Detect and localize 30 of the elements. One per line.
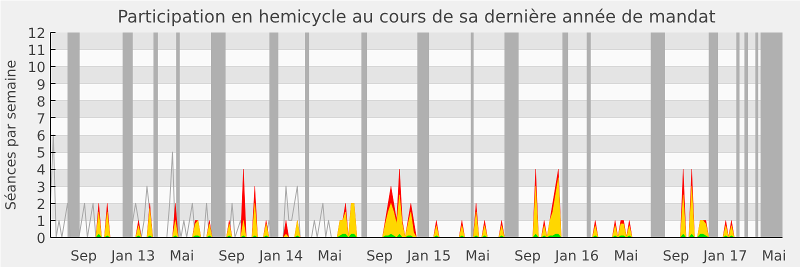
- x-tick-label: Mai: [170, 248, 194, 264]
- y-tick-label: 4: [36, 162, 46, 179]
- y-tick-label: 0: [36, 231, 46, 247]
- x-tick-label: Jan 16: [554, 248, 600, 264]
- y-tick-label: 7: [36, 111, 46, 128]
- y-tick-label: 12: [28, 26, 46, 42]
- y-tick-label: 10: [28, 60, 46, 76]
- x-tick-label: Sep: [514, 248, 541, 264]
- x-tick-label: Sep: [218, 248, 245, 264]
- y-tick-label: 9: [36, 77, 46, 94]
- x-tick-label: Mai: [762, 248, 786, 264]
- x-tick-label: Mai: [614, 248, 638, 264]
- y-tick-label: 11: [28, 43, 46, 60]
- y-tick-label: 6: [36, 128, 46, 144]
- x-tick-label: Mai: [317, 248, 342, 264]
- x-tick-label: Mai: [465, 248, 490, 264]
- x-tick-label: Sep: [70, 248, 98, 264]
- x-tick-label: Jan 13: [110, 248, 156, 264]
- chart-title: Participation en hemicycle au cours de sa dernière année de mandat: [118, 8, 716, 28]
- x-tick-label: Sep: [366, 248, 393, 264]
- x-tick-label: Jan 15: [406, 248, 451, 264]
- y-tick-label: 1: [36, 214, 46, 230]
- y-axis-title: Séances par semaine: [4, 60, 20, 210]
- x-tick-label: Sep: [662, 248, 690, 264]
- y-tick-label: 5: [36, 146, 46, 162]
- y-tick-label: 3: [36, 180, 46, 196]
- y-tick-label: 2: [36, 196, 46, 213]
- x-tick-label: Jan 14: [258, 248, 304, 264]
- y-tick-label: 8: [36, 94, 46, 110]
- x-tick-label: Jan 17: [702, 248, 748, 264]
